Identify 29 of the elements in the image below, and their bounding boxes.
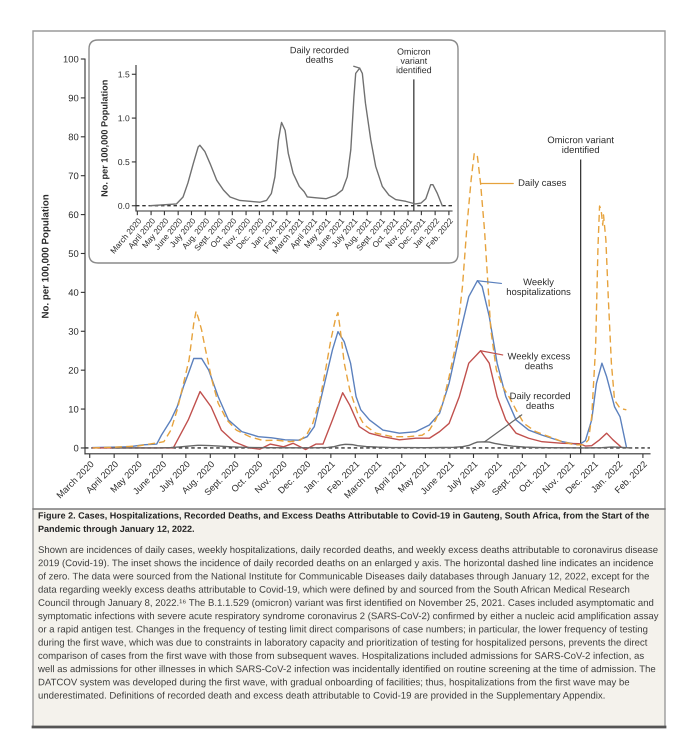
legend-label: Daily cases bbox=[518, 179, 566, 188]
y-tick-label: 80 bbox=[68, 134, 78, 140]
line-series bbox=[150, 67, 443, 206]
text: Figure 2. Cases, Hospitalizations, Recorded Deaths, and Excess Deaths Attributable to Covid-19 in Gauteng, South Africa, from the Start of the Pandemic through January 12, 2022. bbox=[38, 512, 650, 534]
y-tick-label: 1.5 bbox=[118, 71, 130, 78]
y-tick-label: 60 bbox=[68, 211, 78, 218]
y-axis-title: No. per 100,000 Population bbox=[100, 80, 110, 196]
legend-label: Weekly excess deaths bbox=[508, 352, 570, 370]
y-tick-label: 0.0 bbox=[118, 202, 130, 209]
y-tick-label: 40 bbox=[68, 289, 78, 296]
y-tick-label: 70 bbox=[68, 172, 78, 180]
y-tick-label: 0 bbox=[74, 444, 78, 452]
series-label: Daily recorded deaths bbox=[290, 46, 348, 63]
line-series bbox=[92, 280, 628, 448]
y-tick-label: 90 bbox=[68, 94, 78, 102]
ref-line-label: Omicron variant identified bbox=[548, 136, 614, 154]
text: Daily recorded deaths bbox=[510, 392, 570, 410]
y-tick-label: 20 bbox=[68, 367, 78, 374]
text: Shown are incidences of daily cases, weekly hospitalizations, daily recorded deaths, and weekly excess deaths attributable to coronavirus disease 2019 (Covid-19). The inset shows the incidence of daily recorded deaths on an enlarged y axis. The horizontal dashed line indicates an incidence of zero. The data were sourced from the National Institute for Communicable Diseases daily databases through January 12, 2022, except for the data regarding weekly excess deaths attributable to Covid-19, which were defined by and sourced from the South African Medical Research Council through January 8, 2022.¹⁶ The B.1.1.529 (omicron) variant was first identified on November 25, 2021. Cases included asymptomatic and symptomatic infections with severe acute respiratory syndrome coronavirus 2 (SARS-CoV-2) confirmed by either a nucleic acid amplification assay or a rapid antigen test. Changes in the frequency of testing limit direct comparisons of case numbers; in particular, the lower frequency of testing during the first wave, which was due to constraints in laboratory capacity and prioritization of testing for hospitalized persons, prevents the direct comparison of cases from the first wave with those from subsequent waves. Hospitalizations included admissions for SARS-CoV-2 infection, as well as admissions for other illnesses in which SARS-CoV-2 infection was incidentally identified on routine screening at the time of admission. The DATCOV system was developed during the first wave, with gradual onboarding of facilities; thus, hospitalizations from the first wave may be underestimated. Definitions of recorded death and excess death attributable to Covid-19 are provided in the Supplementary Appendix. bbox=[38, 546, 658, 701]
y-tick-label: 1.0 bbox=[118, 115, 130, 122]
y-tick-label: 50 bbox=[68, 250, 78, 257]
y-tick-label: 10 bbox=[68, 406, 78, 413]
line-series bbox=[92, 350, 622, 450]
legend-label: Weekly hospitalizations bbox=[506, 278, 570, 297]
y-tick-label: 30 bbox=[68, 328, 78, 335]
y-tick-label: 0.5 bbox=[118, 159, 130, 166]
y-axis-title: No. per 100,000 Population bbox=[41, 194, 50, 318]
ref-line-label: Omicron variant identified bbox=[396, 48, 432, 74]
y-tick-label: 100 bbox=[64, 56, 78, 63]
